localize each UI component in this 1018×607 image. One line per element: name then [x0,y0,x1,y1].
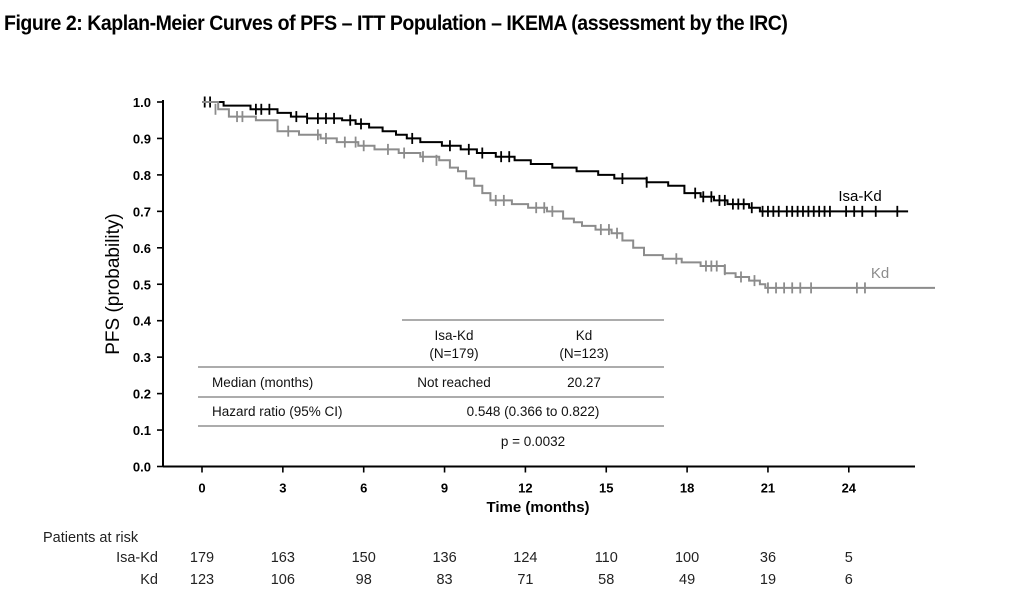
x-tick-label: 15 [599,481,613,496]
at-risk-value: 36 [760,550,776,566]
x-tick-label: 21 [761,481,775,496]
y-tick-label: 0.8 [133,168,151,183]
summary-table: Isa-Kd (N=179) Kd (N=123) Median (months) Not… [198,319,664,449]
at-risk-value: 71 [517,572,533,588]
x-tick-label: 12 [518,481,532,496]
at-risk-value: 100 [675,550,699,566]
table-p-value: p = 0.0032 [501,434,565,449]
x-tick-label: 24 [842,481,857,496]
at-risk-heading: Patients at risk [43,530,139,546]
y-tick-label: 0.4 [133,314,152,329]
y-tick-label: 0.9 [133,131,151,146]
table-median-kd: 20.27 [567,375,601,390]
y-tick-label: 0.5 [133,277,151,292]
at-risk-value: 58 [598,572,614,588]
at-risk-value: 19 [760,572,776,588]
at-risk-value: 5 [845,550,853,566]
at-risk-table: Patients at risk Isa-Kd 179 163 150 136 124 110… [43,530,853,588]
at-risk-value: 136 [432,550,456,566]
y-tick-label: 1.0 [133,95,151,110]
table-hr-label: Hazard ratio (95% CI) [212,404,343,419]
at-risk-value: 83 [436,572,452,588]
y-tick-label: 0.7 [133,204,151,219]
at-risk-row-label: Isa-Kd [116,550,158,566]
at-risk-value: 49 [679,572,695,588]
axes [162,100,915,468]
at-risk-value: 123 [190,572,214,588]
at-risk-value: 106 [271,572,295,588]
table-median-isa: Not reached [417,375,491,390]
x-tick-label: 18 [680,481,694,496]
at-risk-value: 163 [271,550,295,566]
km-curve-isa_kd [202,101,909,213]
table-col-kd-n: (N=123) [559,346,608,361]
y-tick-label: 0.2 [133,387,151,402]
y-tick-label: 0.0 [133,460,151,475]
figure-title: Figure 2: Kaplan-Meier Curves of PFS – I… [4,12,788,35]
y-tick-label: 0.1 [133,423,151,438]
table-hr-value: 0.548 (0.366 to 0.822) [467,404,600,419]
curve-label-kd: Kd [871,265,889,282]
at-risk-value: 110 [595,550,618,566]
at-risk-value: 98 [356,572,372,588]
y-tick-label: 0.6 [133,241,151,256]
table-col-isa: Isa-Kd [434,328,473,343]
table-col-kd: Kd [576,328,593,343]
x-tick-label: 3 [279,481,286,496]
x-tick-label: 6 [360,481,367,496]
at-risk-value: 179 [190,550,214,566]
curve-label-isa-kd: Isa-Kd [838,188,881,205]
at-risk-row-label: Kd [140,572,158,588]
y-axis-label: PFS (probability) [103,213,124,355]
y-tick-label: 0.3 [133,350,151,365]
x-axis-label: Time (months) [486,499,589,516]
curves: Isa-Kd Kd [202,96,935,294]
at-risk-value: 150 [352,550,376,566]
ticks: 0.0 0.1 0.2 0.3 0.4 0.5 0.6 0.7 0.8 0.9 1.0 0 3 6 9 12 1… [103,95,857,516]
x-tick-label: 0 [198,481,205,496]
table-median-label: Median (months) [212,375,313,390]
table-col-isa-n: (N=179) [429,346,478,361]
at-risk-value: 6 [845,572,853,588]
at-risk-value: 124 [513,550,537,566]
km-curve-kd [202,101,935,289]
x-tick-label: 9 [441,481,448,496]
